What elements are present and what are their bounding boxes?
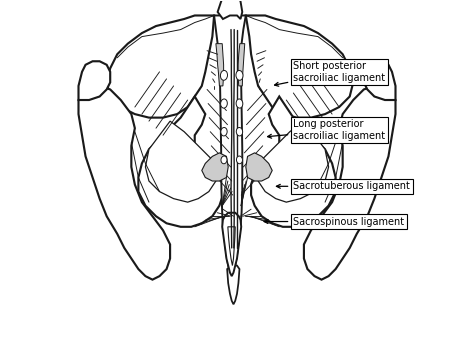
Text: Sacrospinous ligament: Sacrospinous ligament <box>264 217 404 226</box>
Text: Short posterior
sacroiliac ligament: Short posterior sacroiliac ligament <box>274 61 385 86</box>
Text: Sacrotuberous ligament: Sacrotuberous ligament <box>276 181 410 191</box>
Polygon shape <box>246 16 353 118</box>
Polygon shape <box>258 121 328 202</box>
Polygon shape <box>218 0 242 19</box>
Polygon shape <box>138 97 223 227</box>
Ellipse shape <box>236 70 243 80</box>
Polygon shape <box>79 61 110 100</box>
Ellipse shape <box>220 99 228 108</box>
Ellipse shape <box>237 156 243 164</box>
Polygon shape <box>238 44 245 86</box>
Ellipse shape <box>236 99 243 108</box>
Polygon shape <box>364 61 395 100</box>
Polygon shape <box>222 213 241 276</box>
Polygon shape <box>146 121 216 202</box>
Ellipse shape <box>236 127 243 136</box>
Text: Long posterior
sacroiliac ligament: Long posterior sacroiliac ligament <box>268 119 385 141</box>
Polygon shape <box>251 97 336 227</box>
Polygon shape <box>216 44 224 86</box>
Polygon shape <box>246 153 272 181</box>
Ellipse shape <box>221 127 227 136</box>
Polygon shape <box>228 227 235 266</box>
Ellipse shape <box>220 70 228 80</box>
Polygon shape <box>107 16 214 118</box>
Polygon shape <box>227 266 239 304</box>
Ellipse shape <box>221 156 227 164</box>
Polygon shape <box>214 14 246 276</box>
Polygon shape <box>202 153 228 181</box>
Polygon shape <box>304 86 395 280</box>
Polygon shape <box>79 86 170 280</box>
